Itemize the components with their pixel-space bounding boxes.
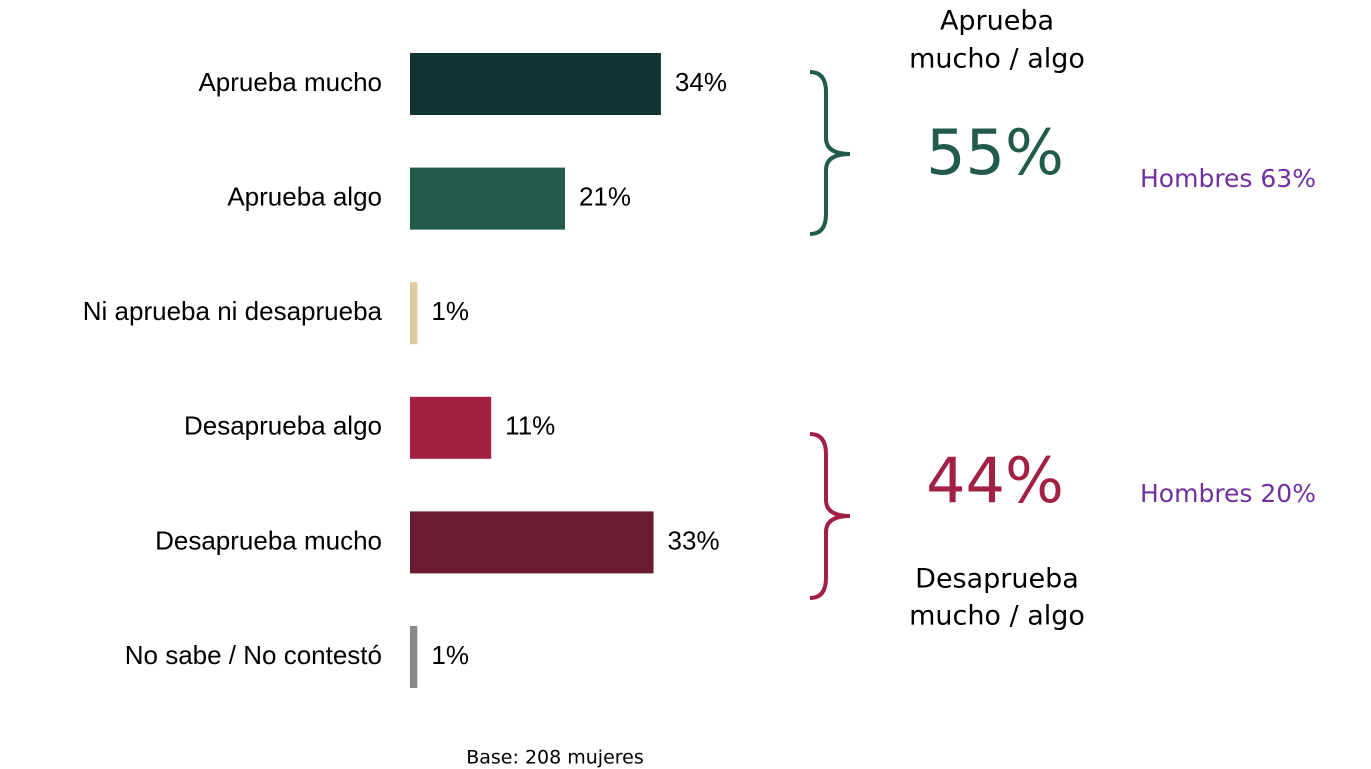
comparison: Hombres 20% <box>1140 479 1316 508</box>
comparison: Hombres 63% <box>1140 164 1316 193</box>
category-label: Desaprueba mucho <box>155 525 382 555</box>
value-label: 1% <box>431 296 469 326</box>
value-label: 1% <box>431 640 469 670</box>
value-label: 33% <box>668 525 720 555</box>
category-label: Ni aprueba ni desaprueba <box>83 296 383 326</box>
bar <box>410 511 654 574</box>
bar <box>410 282 418 345</box>
group-total: 55% <box>926 116 1064 189</box>
value-label: 11% <box>505 411 555 441</box>
bar <box>410 626 418 688</box>
group-label: mucho / algo <box>909 44 1085 75</box>
group-label: Desaprueba <box>915 564 1079 595</box>
category-label: No sabe / No contestó <box>125 640 382 670</box>
brace <box>809 70 851 236</box>
bar <box>410 396 492 459</box>
value-label: 21% <box>579 181 631 211</box>
bar <box>410 167 565 230</box>
group-label: mucho / algo <box>909 601 1085 632</box>
category-label: Desaprueba algo <box>184 411 382 441</box>
value-label: 34% <box>675 67 727 97</box>
group-total: 44% <box>926 444 1064 517</box>
bar <box>410 53 661 115</box>
category-label: Aprueba mucho <box>198 67 382 97</box>
category-label: Aprueba algo <box>227 181 382 211</box>
brace <box>809 432 851 600</box>
footnote: Base: 208 mujeres <box>466 747 644 769</box>
group-label: Aprueba <box>940 6 1054 37</box>
